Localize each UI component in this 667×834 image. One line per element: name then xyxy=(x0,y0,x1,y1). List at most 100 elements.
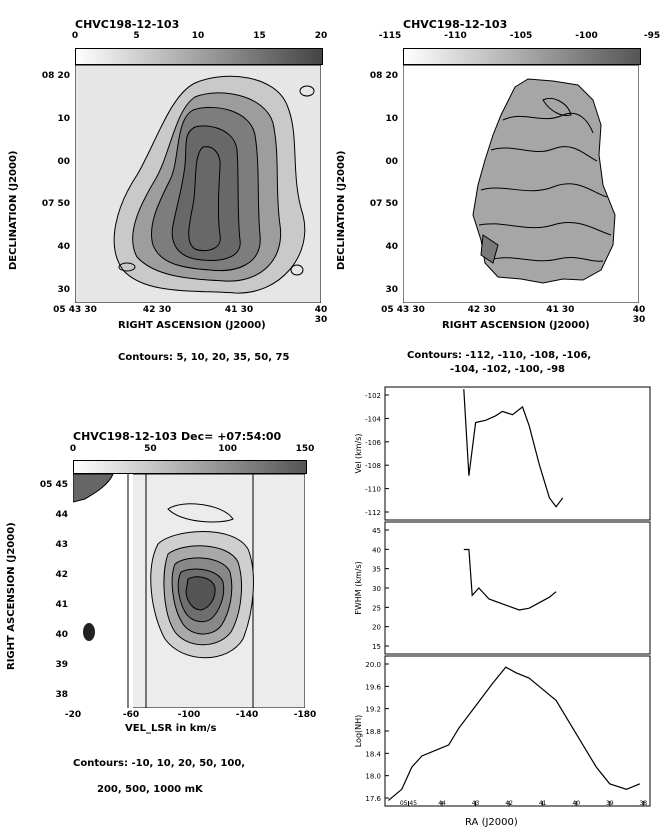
xlabel-bottom-left: VEL_LSR in km/s xyxy=(125,723,217,734)
xticks-bottom-left: -20 -60 -100 -140 -180 xyxy=(65,710,316,724)
colorbar-tick-label: -100 xyxy=(575,31,598,41)
y-tick-label: 45 xyxy=(372,527,381,535)
xticks-profile: 05 45 44 43 42 41 40 39 38 xyxy=(400,800,647,807)
y-tick-label: 30 xyxy=(385,285,398,295)
y-tick-label: -106 xyxy=(365,439,381,447)
y-tick-label: 00 xyxy=(385,156,398,167)
xticks-top-right: 05 43 30 42 30 41 30 40 30 xyxy=(381,305,645,325)
y-tick-label: -104 xyxy=(365,415,381,423)
xticks-top-left: 05 43 30 42 30 41 30 40 30 xyxy=(53,305,327,325)
x-tick-label: 05 43 30 xyxy=(381,305,425,315)
contours-bottom-left-line1: Contours: -10, 10, 20, 50, 100, xyxy=(73,758,246,769)
xlabel-top-left: RIGHT ASCENSION (J2000) xyxy=(118,320,266,331)
y-tick-label: 30 xyxy=(57,285,70,295)
map-velocity-field xyxy=(403,65,639,303)
x-tick-label: 43 xyxy=(472,800,480,807)
fwhm-profile: 45 40 35 30 25 20 15 FWHM (km/s) xyxy=(354,521,651,655)
y-tick-label: 43 xyxy=(55,540,68,550)
contours-top-right-line1: Contours: -112, -110, -108, -106, xyxy=(407,350,592,361)
x-tick-label: 05 45 xyxy=(400,800,417,807)
y-tick-label: 20.0 xyxy=(365,661,381,669)
colorbar-tick-label: 15 xyxy=(253,31,266,41)
colorbar-tick-label: 100 xyxy=(218,444,238,454)
x-tick-label: 39 xyxy=(606,800,614,807)
colorbar-top-right xyxy=(403,48,641,65)
y-tick-label: 18.0 xyxy=(365,773,381,781)
y-tick-label: 20 xyxy=(372,624,381,632)
x-tick-label: -180 xyxy=(293,710,317,720)
x-tick-label: -20 xyxy=(64,710,82,720)
xlabel-profiles: RA (J2000) xyxy=(465,817,518,828)
series-line xyxy=(463,548,557,611)
y-tick-label: 18.4 xyxy=(365,750,381,758)
y-axis-label: Log(NH) xyxy=(354,715,363,748)
series-line xyxy=(463,389,564,508)
x-tick-label: 41 xyxy=(539,800,547,807)
colorbar-tick-label: 0 xyxy=(71,31,79,41)
colorbar-tick-label: -110 xyxy=(444,31,467,41)
title-bottom-left: CHVC198-12-103 Dec= +07:54:00 xyxy=(73,430,282,443)
y-tick-label: 40 xyxy=(57,242,70,253)
x-tick-label: 38 xyxy=(639,800,647,807)
contours-top-left: Contours: 5, 10, 20, 35, 50, 75 xyxy=(118,352,290,363)
colorbar-tick-label: 0 xyxy=(69,444,77,454)
y-tick-label: 35 xyxy=(372,566,381,574)
y-tick-label: 40 xyxy=(385,242,398,253)
y-tick-label: 40 xyxy=(55,630,68,640)
series-line xyxy=(388,666,641,801)
colorbar-bottom-left xyxy=(73,460,307,474)
yticks-top-right: 08 20 10 00 07 50 40 30 xyxy=(348,65,400,303)
y-tick-label: -110 xyxy=(365,486,381,494)
y-tick-label: 07 50 xyxy=(369,199,398,210)
x-tick-label: 42 30 xyxy=(467,305,496,315)
y-tick-label: 05 45 xyxy=(39,480,68,490)
velocity-profile: -102 -104 -106 -108 -110 -112 Vel (km/s) xyxy=(354,386,651,521)
colorbar-tick-label: -105 xyxy=(509,31,533,41)
column-density-profile: 20.0 19.6 19.2 18.8 18.4 18.0 17.6 Log(NH) xyxy=(354,655,651,807)
y-tick-label: 00 xyxy=(57,156,70,167)
x-tick-label: 42 30 xyxy=(142,305,172,315)
ylabel-top-right: DECLINATION (J2000) xyxy=(336,150,347,270)
x-tick-label: 41 30 xyxy=(546,305,575,315)
y-tick-label: 44 xyxy=(55,510,68,520)
x-tick-label: -60 xyxy=(122,710,140,720)
y-tick-label: 42 xyxy=(55,570,68,580)
plot-frame xyxy=(384,386,651,521)
y-tick-label: -108 xyxy=(365,462,381,470)
colorbar-tick-label: 5 xyxy=(133,31,140,41)
y-tick-label: 07 50 xyxy=(41,199,70,210)
y-tick-label: 19.6 xyxy=(365,683,381,691)
x-tick-label: -140 xyxy=(235,710,259,720)
contours-top-right-line2: -104, -102, -100, -98 xyxy=(450,364,565,375)
x-tick-label: 42 xyxy=(505,800,513,807)
colorbar-tick-label: -95 xyxy=(643,31,661,41)
profile-plots: -102 -104 -106 -108 -110 -112 Vel (km/s) 45 40 3… xyxy=(354,386,651,807)
x-tick-label: 40 xyxy=(572,800,580,807)
colorbar-tick-label: -115 xyxy=(378,31,402,41)
y-tick-label: 15 xyxy=(372,643,381,651)
xlabel-top-right: RIGHT ASCENSION (J2000) xyxy=(442,320,590,331)
map-integrated-intensity xyxy=(75,65,321,303)
y-axis-label: FWHM (km/s) xyxy=(354,561,363,615)
y-tick-label: 30 xyxy=(372,585,381,593)
y-tick-label: 39 xyxy=(55,660,68,670)
y-tick-label: 08 20 xyxy=(41,71,70,81)
colorbar-tick-label: 20 xyxy=(314,31,328,41)
x-tick-label: 41 30 xyxy=(224,305,254,315)
y-tick-label: 10 xyxy=(385,113,398,124)
colorbar-tick-label: 150 xyxy=(295,444,315,454)
x-tick-label: -100 xyxy=(177,710,201,720)
colorbar-top-left xyxy=(75,48,323,65)
plot-frame xyxy=(384,521,651,655)
y-tick-label: 41 xyxy=(55,600,68,610)
y-tick-label: 18.8 xyxy=(365,728,381,736)
colorbar-ticks-bottom-left: 0 50 100 150 xyxy=(69,444,315,458)
y-tick-label: 08 20 xyxy=(369,71,398,81)
colorbar-tick-label: 50 xyxy=(144,444,157,454)
y-axis-label: Vel (km/s) xyxy=(354,433,363,473)
y-tick-label: -102 xyxy=(365,392,381,400)
position-velocity-diagram xyxy=(73,474,305,708)
y-tick-label: 19.2 xyxy=(365,706,381,714)
y-tick-label: 10 xyxy=(57,113,70,124)
contours-bottom-left-line2: 200, 500, 1000 mK xyxy=(97,784,203,795)
